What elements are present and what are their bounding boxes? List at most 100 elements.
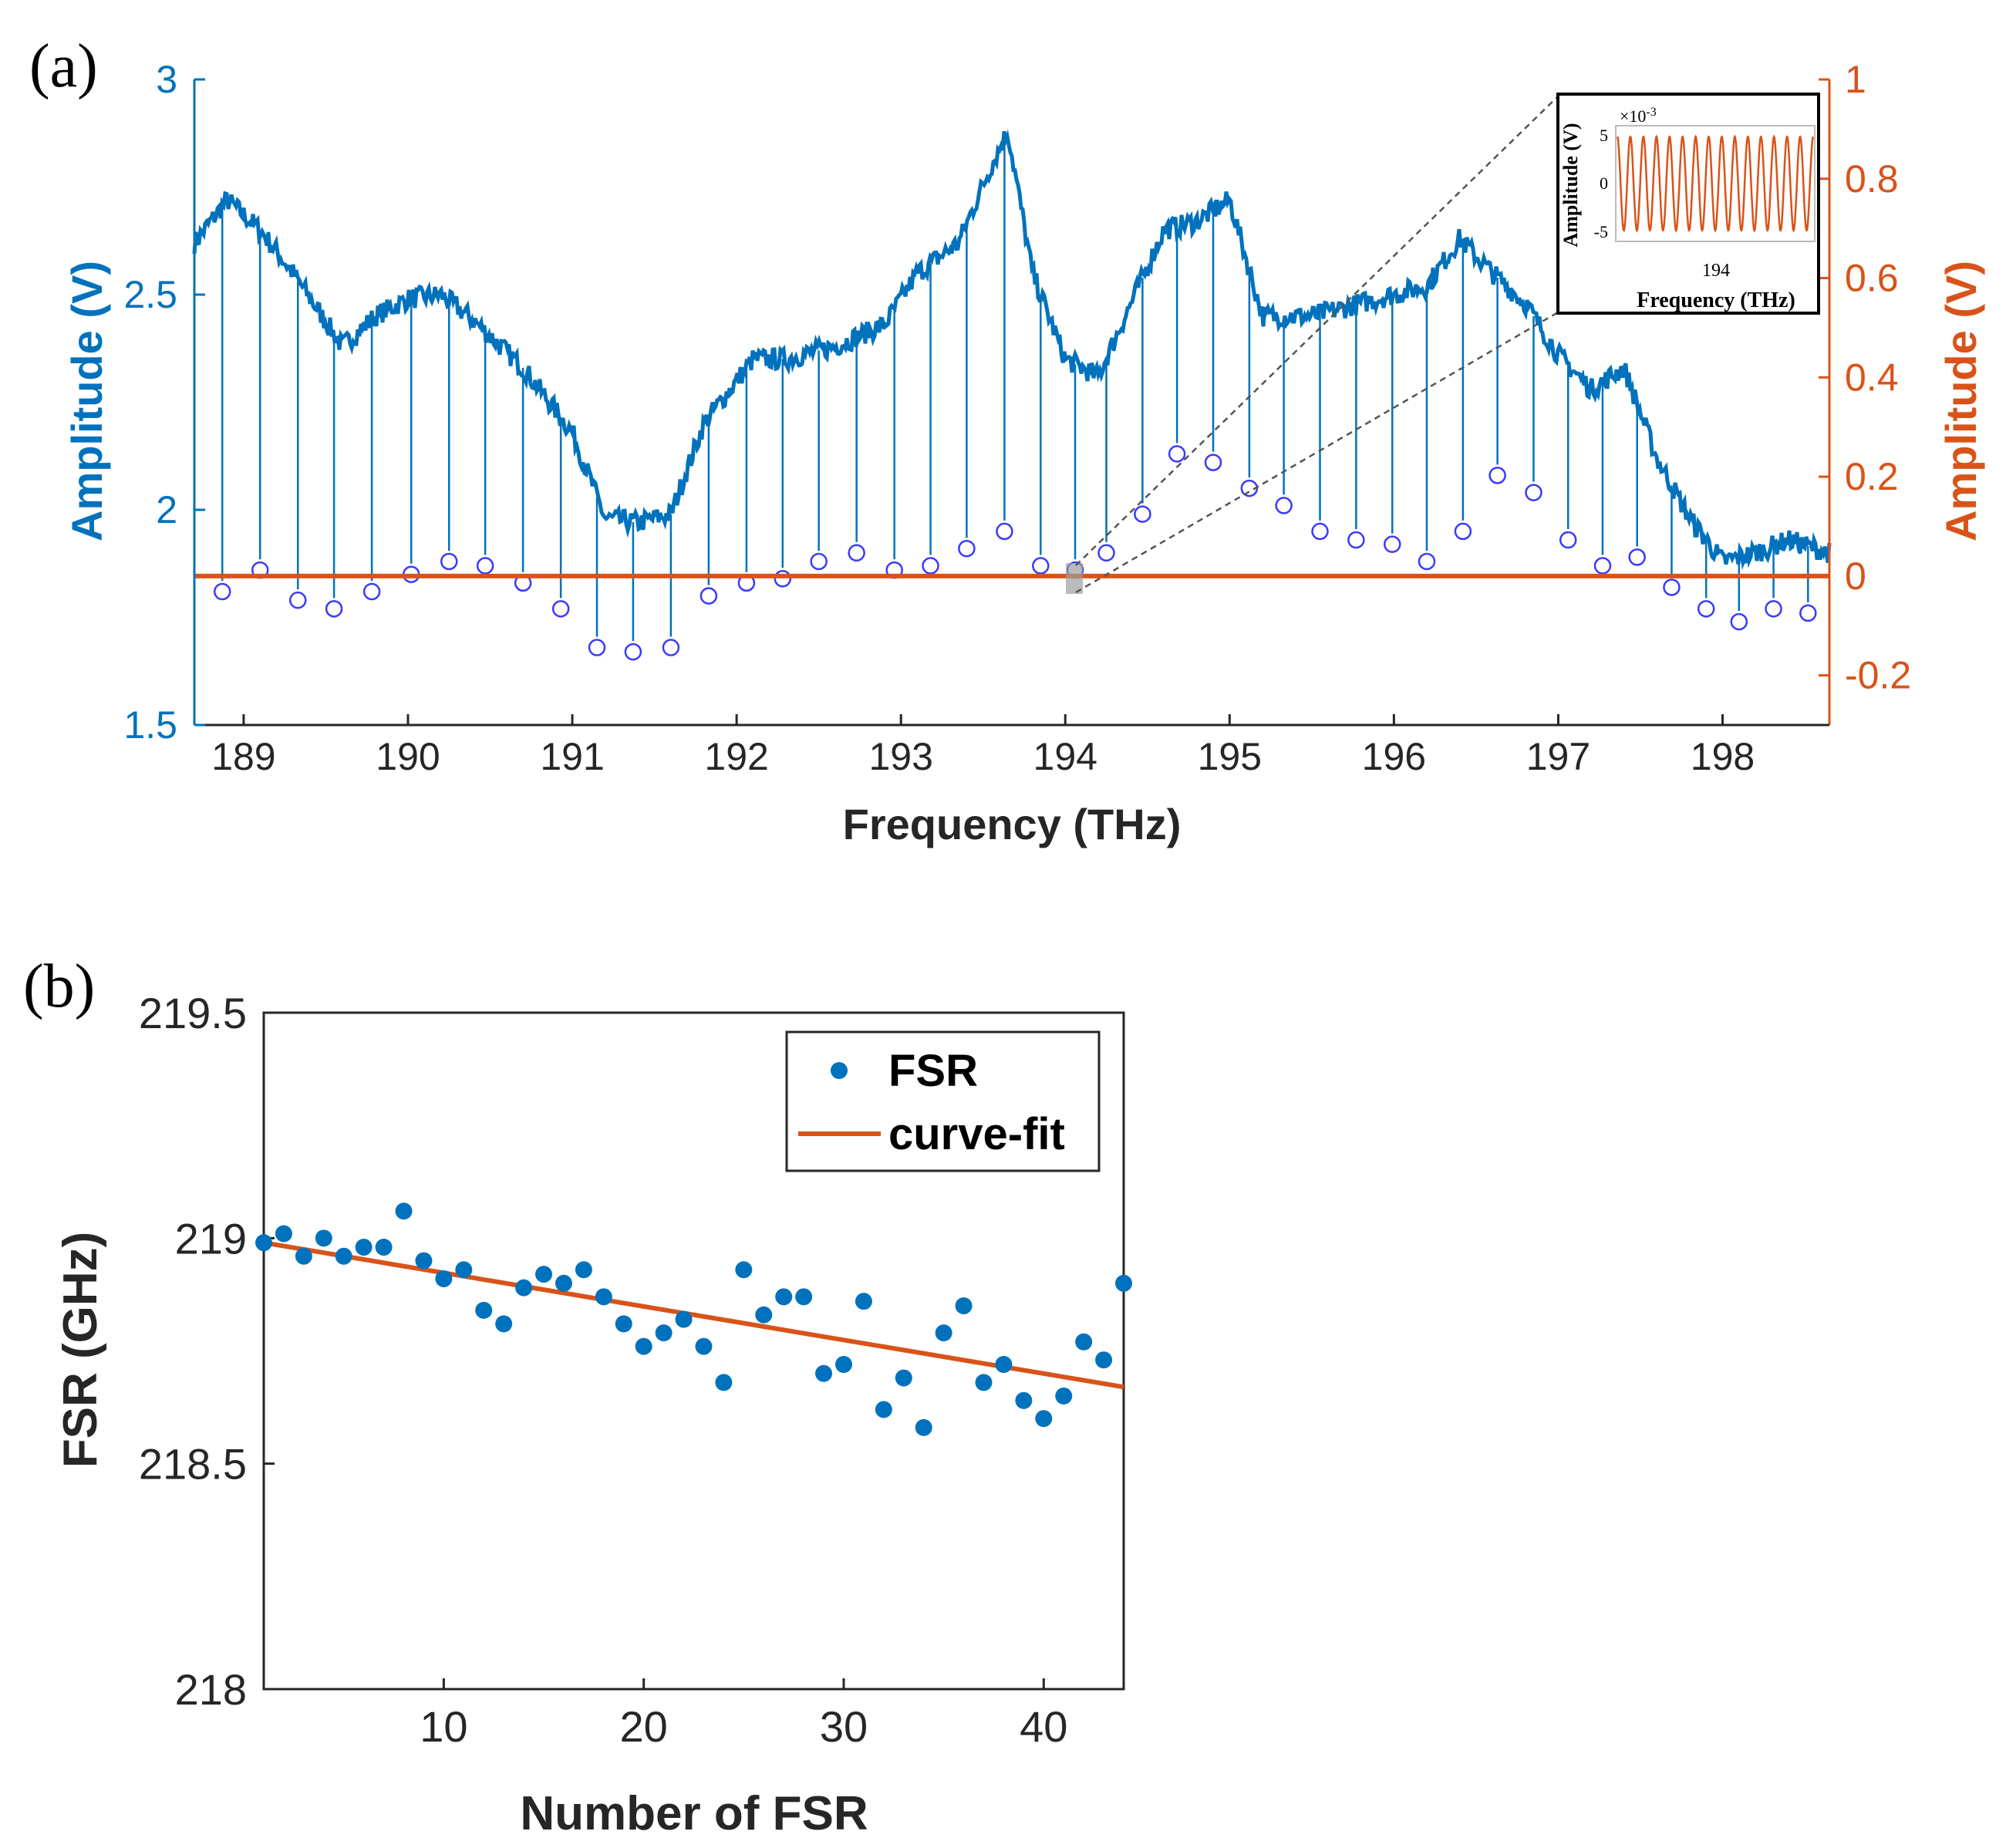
fsr-point [475, 1301, 493, 1319]
fsr-point [1095, 1351, 1113, 1369]
resonance-marker [624, 642, 642, 661]
right-y-tick-label: 0 [1845, 555, 1866, 598]
resonance-marker [325, 600, 343, 618]
resonance-marker [551, 600, 570, 618]
y-tick-label-b: 218 [175, 1665, 247, 1714]
left-y-tick-label: 2 [156, 488, 177, 531]
fsr-point [995, 1356, 1013, 1374]
fsr-point [435, 1270, 453, 1287]
y-tick-label-b: 219 [175, 1214, 247, 1263]
x-tick-label: 197 [1526, 735, 1590, 778]
resonance-marker [1663, 578, 1681, 596]
inset-exponent: ×10-3 [1620, 106, 1657, 126]
legend-fit-label: curve-fit [888, 1109, 1065, 1159]
fsr-point [635, 1337, 652, 1355]
fsr-point [1015, 1391, 1033, 1409]
inset-frame [1556, 93, 1820, 315]
resonance-marker [810, 552, 828, 571]
resonance-marker [700, 587, 718, 605]
inset-xtick-194: 194 [1702, 261, 1730, 281]
fsr-point [315, 1229, 332, 1247]
panel-a-label: (a) [29, 32, 98, 100]
x-tick-label: 191 [540, 735, 604, 778]
resonance-marker [1799, 604, 1817, 622]
panel-b-label: (b) [23, 953, 95, 1020]
fsr-point [555, 1274, 572, 1292]
resonance-marker [996, 522, 1013, 541]
x-tick-label: 193 [868, 735, 932, 778]
right-y-axis-label: Amplitude (V) [1937, 261, 1985, 541]
resonance-marker [1488, 467, 1506, 484]
resonance-marker [1454, 522, 1472, 541]
fsr-point [815, 1364, 833, 1382]
transmission-series-line [192, 129, 1832, 571]
resonance-marker [440, 552, 458, 571]
resonance-marker [1134, 505, 1151, 523]
fsr-point [1115, 1274, 1132, 1292]
y-axis-label-b: FSR (GHz) [54, 1232, 107, 1469]
fsr-point [675, 1310, 693, 1328]
resonance-marker [1311, 522, 1329, 541]
legend-fsr-label: FSR [888, 1046, 978, 1096]
resonance-marker [922, 557, 939, 575]
left-y-tick-label: 2.5 [123, 273, 177, 316]
x-tick-label-b: 10 [420, 1702, 467, 1751]
resonance-marker [362, 582, 381, 601]
resonance-marker [1418, 552, 1436, 571]
x-tick-label-b: 40 [1020, 1702, 1067, 1751]
resonance-marker [288, 591, 307, 609]
fsr-point [615, 1315, 632, 1333]
right-y-tick-label: 1 [1845, 58, 1866, 101]
legend-box [785, 1030, 1101, 1172]
resonance-marker [588, 639, 606, 656]
zoom-region-marker [1066, 563, 1083, 594]
fsr-point [1075, 1333, 1093, 1351]
resonance-marker [1240, 479, 1259, 497]
fsr-point [535, 1266, 553, 1283]
fsr-point [875, 1401, 892, 1418]
right-y-tick-label: 0.8 [1845, 157, 1899, 201]
fsr-point [915, 1418, 932, 1436]
x-tick-label-b: 20 [620, 1702, 668, 1751]
fsr-point [415, 1252, 433, 1270]
right-y-tick-label: 0.6 [1845, 257, 1899, 300]
inset-ytick-0: 0 [1600, 174, 1608, 193]
fsr-point [955, 1297, 973, 1315]
resonance-marker [1593, 557, 1612, 575]
x-tick-label: 190 [376, 735, 440, 778]
fsr-point [735, 1261, 753, 1279]
right-y-axis-ticks: -0.2 0 0.2 0.4 0.6 0.8 1 [1819, 58, 1911, 697]
x-tick-label-b: 30 [820, 1702, 868, 1751]
fsr-point [755, 1306, 773, 1324]
fsr-point [935, 1324, 952, 1342]
resonance-marker [848, 544, 865, 562]
fsr-point [715, 1374, 733, 1391]
inset-axes-box [1615, 125, 1816, 242]
fsr-point [795, 1288, 813, 1306]
fsr-points [255, 1202, 1132, 1436]
resonance-marker [1383, 535, 1401, 553]
right-y-tick-label: 0.4 [1845, 356, 1899, 399]
resonance-marker [1765, 600, 1782, 618]
resonance-marker [1697, 600, 1715, 618]
inset-plot: ×10-3 5 0 -5 194 Frequency (THz) Amplitu… [1556, 93, 1820, 315]
fsr-point [515, 1279, 533, 1297]
resonance-marker [1168, 445, 1186, 463]
fsr-point [575, 1261, 592, 1279]
resonance-marker [476, 557, 494, 575]
fsr-point [695, 1337, 713, 1355]
right-y-tick-label: 0.2 [1845, 455, 1899, 498]
fsr-point [395, 1202, 413, 1220]
fsr-point [355, 1239, 373, 1256]
resonance-marker [774, 570, 792, 588]
zoom-connector-upper [1075, 96, 1559, 566]
resonance-marker [1032, 557, 1050, 575]
fsr-point [375, 1239, 393, 1256]
fsr-point [775, 1288, 793, 1306]
chart-a: 189 190 191 192 193 194 195 196 197 198 1.522.53 … [62, 58, 1985, 848]
x-axis-label-b: Number of FSR [520, 1787, 868, 1840]
fsr-point [595, 1288, 612, 1306]
x-tick-label: 195 [1198, 735, 1262, 778]
y-tick-label-b: 218.5 [139, 1440, 247, 1489]
